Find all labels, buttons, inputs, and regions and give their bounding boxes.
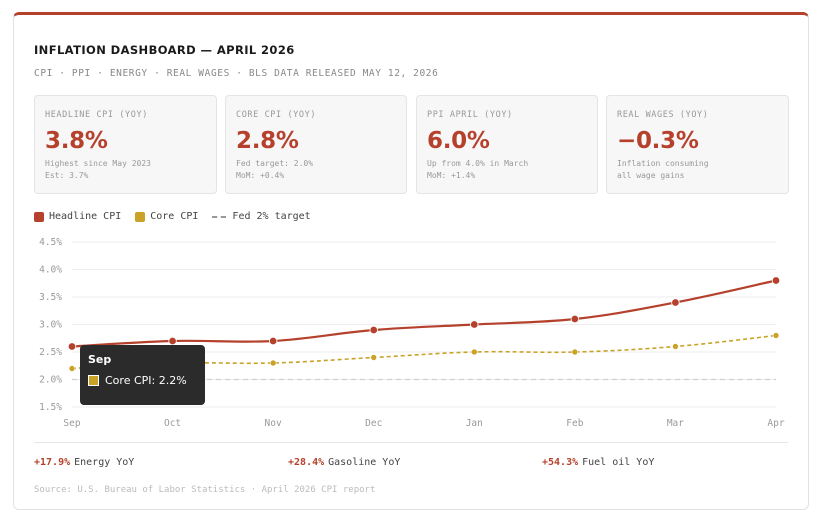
kpi-value: 3.8%	[45, 128, 108, 154]
headline-cpi-line	[71, 279, 777, 348]
kpi-card-real-wages: REAL WAGES (YOY) −0.3% Inflation consumi…	[606, 95, 789, 194]
y-tick-label: 4.0%	[39, 265, 62, 276]
stat-gasoline: +28.4% Gasoline YoY	[288, 457, 400, 468]
stat-label: Fuel oil YoY	[582, 457, 655, 468]
kpi-note: MoM: +1.4%	[427, 171, 476, 180]
stat-delta: +28.4%	[288, 457, 325, 468]
y-tick-label: 4.5%	[39, 237, 62, 248]
headline-cpi-point	[369, 325, 378, 335]
core-cpi-point	[269, 359, 277, 367]
kpi-label: REAL WAGES (YOY)	[617, 110, 709, 120]
headline-cpi-point	[268, 336, 278, 346]
chart-tooltip: Sep Core CPI: 2.2%	[80, 345, 205, 405]
core-cpi-point	[470, 348, 478, 356]
page-title: INFLATION DASHBOARD — APRIL 2026	[34, 43, 295, 57]
kpi-label: CORE CPI (YOY)	[236, 110, 317, 120]
legend-item-target[interactable]: Fed 2% target	[212, 211, 311, 222]
kpi-label: PPI APRIL (YOY)	[427, 110, 513, 120]
stat-delta: +17.9%	[34, 457, 71, 468]
line-chart: 4.5%4.0%3.5%3.0%2.5%2.0%1.5%Sep Oct Nov Dec…	[39, 237, 785, 429]
headline-cpi-point	[470, 320, 479, 329]
y-tick-label: 2.5%	[39, 347, 62, 358]
core-cpi-line	[71, 334, 777, 370]
kpi-value: 6.0%	[427, 128, 490, 154]
kpi-card-headline-cpi: HEADLINE CPI (YOY) 3.8% Highest since Ma…	[34, 95, 217, 194]
page-subtitle: CPI · PPI · ENERGY · REAL WAGES · BLS DA…	[34, 68, 439, 79]
core-cpi-point	[672, 343, 679, 350]
x-tick-label: Mar	[667, 418, 684, 429]
core-cpi-point	[772, 332, 780, 339]
x-tick-label: Feb	[566, 418, 583, 429]
x-tick-label: Jan	[466, 418, 483, 429]
chart-legend: Headline CPI Core CPI Fed 2% target	[34, 211, 325, 222]
core-cpi-point	[68, 365, 76, 372]
stat-energy: +17.9% Energy YoY	[34, 457, 134, 468]
kpi-note: all wage gains	[617, 171, 685, 180]
source-note: Source: U.S. Bureau of Labor Statistics …	[34, 485, 376, 495]
legend-label: Headline CPI	[49, 211, 122, 222]
tooltip-label: Core CPI: 2.2%	[105, 374, 187, 387]
kpi-note: Inflation consuming	[617, 159, 709, 168]
legend-item-headline[interactable]: Headline CPI	[34, 211, 121, 222]
stat-label: Energy YoY	[74, 457, 135, 468]
headline-cpi-point	[671, 298, 680, 307]
stat-fuel-oil: +54.3% Fuel oil YoY	[542, 457, 654, 468]
kpi-card-ppi: PPI APRIL (YOY) 6.0% Up from 4.0% in Mar…	[416, 95, 598, 194]
kpi-note: Est: 3.7%	[45, 171, 89, 180]
x-tick-label: Dec	[365, 418, 382, 429]
headline-cpi-point	[570, 314, 580, 324]
kpi-label: HEADLINE CPI (YOY)	[45, 110, 148, 120]
legend-item-core[interactable]: Core CPI	[135, 211, 198, 222]
y-tick-label: 1.5%	[39, 402, 62, 413]
core-cpi-point	[370, 354, 378, 361]
x-tick-label: Nov	[265, 418, 282, 429]
legend-label: Core CPI	[150, 211, 199, 222]
kpi-value: 2.8%	[236, 128, 299, 154]
stat-label: Gasoline YoY	[328, 457, 401, 468]
headline-cpi-point	[168, 336, 177, 346]
dashboard-card: INFLATION DASHBOARD — APRIL 2026 CPI · P…	[13, 12, 809, 510]
core-cpi-point	[571, 348, 579, 356]
headline-cpi-point	[771, 276, 781, 285]
y-tick-label: 2.0%	[39, 375, 62, 386]
kpi-note: Up from 4.0% in March	[427, 159, 529, 168]
headline-cpi-point	[67, 342, 77, 351]
kpi-note: MoM: +0.4%	[236, 171, 285, 180]
x-tick-label: Oct	[164, 418, 181, 429]
kpi-card-core-cpi: CORE CPI (YOY) 2.8% Fed target: 2.0% MoM…	[225, 95, 407, 194]
legend-swatch	[135, 211, 146, 222]
legend-label: Fed 2% target	[232, 211, 311, 222]
legend-swatch	[212, 215, 227, 218]
y-tick-label: 3.0%	[39, 320, 62, 331]
x-tick-label: Sep	[63, 418, 80, 429]
kpi-note: Highest since May 2023	[45, 159, 151, 168]
divider	[34, 442, 788, 443]
y-tick-label: 3.5%	[39, 292, 62, 303]
stat-delta: +54.3%	[542, 457, 579, 468]
x-tick-label: Apr	[767, 418, 784, 429]
kpi-value: −0.3%	[617, 128, 699, 154]
tooltip-swatch	[88, 375, 99, 386]
tooltip-title: Sep	[88, 353, 112, 366]
legend-swatch	[34, 211, 44, 222]
kpi-note: Fed target: 2.0%	[236, 159, 314, 168]
